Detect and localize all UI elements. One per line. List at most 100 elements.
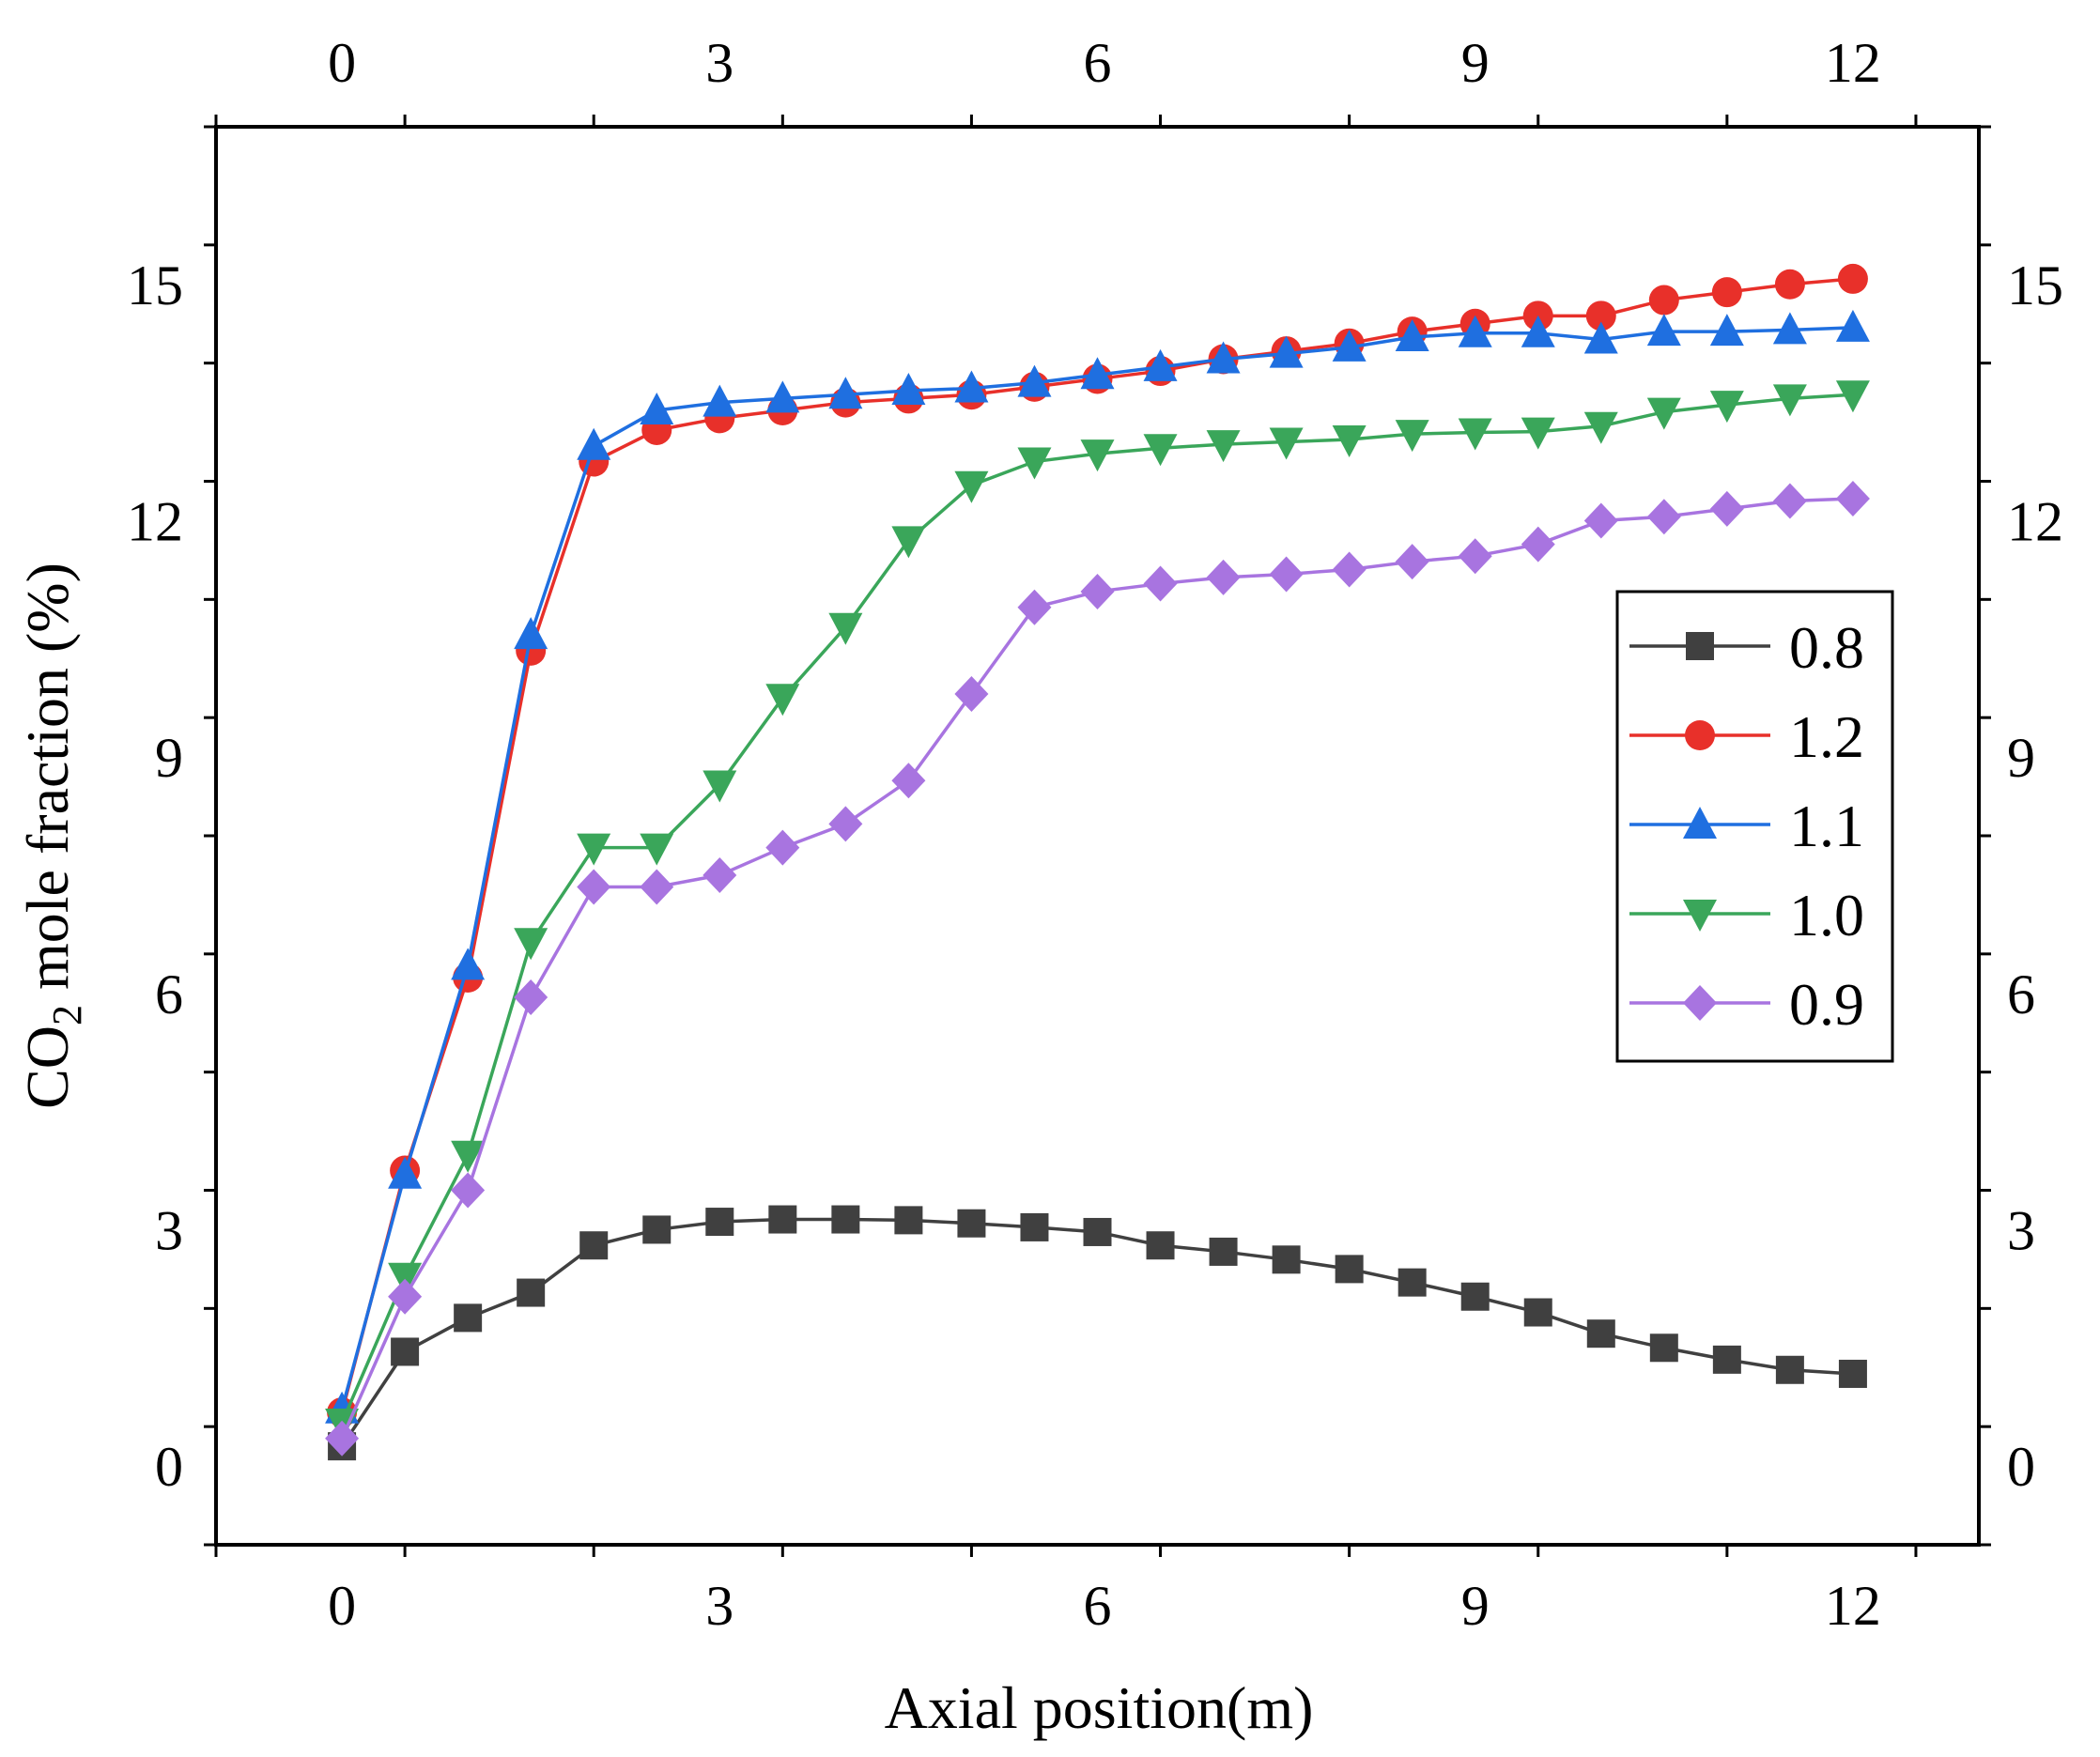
data-point-1.1 [1521,315,1555,347]
legend-label-0.8: 0.8 [1789,614,1864,681]
y-tick-label: 15 [127,254,183,316]
data-point-1.0 [1458,418,1492,451]
data-point-1.0 [1206,430,1241,463]
x-top-tick-label: 9 [1461,32,1490,94]
data-point-1.2 [1585,301,1616,331]
legend-marker-1.1 [1683,807,1717,839]
legend-marker-1.0 [1683,900,1717,932]
y-tick-label: 3 [155,1199,183,1261]
data-point-0.8 [1083,1217,1112,1246]
data-point-0.8 [454,1303,483,1333]
y-right-tick-label: 6 [2007,963,2035,1025]
legend-item-0.8: 0.8 [1629,614,1864,681]
data-point-1.0 [1332,425,1367,458]
data-point-1.0 [1017,447,1052,480]
legend-item-1.1: 1.1 [1629,793,1864,859]
legend-label-1.0: 1.0 [1789,882,1864,948]
data-point-1.0 [1772,384,1807,417]
data-point-1.1 [1080,357,1115,390]
data-point-0.8 [1397,1268,1427,1297]
series-1.1 [325,309,1870,1424]
y-right-tick-label: 3 [2007,1199,2035,1261]
y-axis-title: CO2 mole fraction (%) [14,563,90,1109]
y-right-tick-label: 12 [2007,490,2063,552]
data-point-0.8 [1209,1237,1238,1266]
data-point-1.1 [1646,314,1681,347]
y-axis-title-main: CO [14,1025,81,1109]
data-point-1.1 [891,373,926,406]
data-point-0.8 [391,1337,420,1366]
data-point-1.1 [514,617,548,650]
data-point-1.0 [954,470,989,503]
data-point-1.0 [1709,391,1744,424]
data-point-1.1 [1332,329,1367,362]
data-point-1.0 [891,526,926,559]
data-point-1.0 [1521,417,1555,450]
data-point-1.1 [1395,318,1429,351]
data-point-1.0 [640,833,674,866]
data-point-0.9 [891,763,926,799]
data-series [325,263,1870,1461]
data-point-0.8 [1335,1255,1364,1284]
x-top-tick-label: 12 [1825,32,1881,94]
y-right-tick-label: 0 [2007,1436,2035,1498]
data-point-0.9 [1143,565,1178,602]
data-point-1.1 [1269,335,1304,368]
data-point-0.9 [703,856,737,893]
data-point-0.8 [1838,1359,1867,1388]
data-point-1.1 [703,384,737,417]
data-point-0.9 [1835,480,1870,516]
data-point-0.9 [1206,559,1241,595]
data-point-1.1 [1772,312,1807,345]
data-point-0.8 [517,1278,546,1307]
data-point-1.1 [1206,341,1241,374]
y-axis-title-rest: mole fraction (%) [14,563,81,1005]
y-right-tick-label: 9 [2007,727,2035,789]
data-point-0.9 [451,1172,486,1209]
data-point-0.9 [954,676,989,712]
legend-marker-1.2 [1685,720,1715,750]
data-point-1.1 [1143,348,1178,381]
series-line-0.8 [340,1217,1854,1448]
data-point-0.8 [957,1209,986,1238]
y-tick-label: 12 [127,490,183,552]
x-top-tick-label: 3 [705,32,733,94]
data-point-0.8 [1649,1333,1678,1363]
data-point-1.0 [577,833,611,866]
data-point-1.0 [765,684,800,717]
data-point-1.1 [1017,364,1052,397]
data-point-0.9 [1395,544,1429,580]
y-axis-title-group: CO2 mole fraction (%) [14,563,90,1109]
legend-marker-0.8 [1686,632,1714,660]
legend-label-0.9: 0.9 [1789,971,1864,1038]
x-tick-label: 9 [1461,1575,1490,1637]
data-point-0.8 [1586,1319,1615,1349]
y-right-tick-label: 15 [2007,254,2063,316]
data-point-0.8 [705,1208,734,1237]
data-point-1.1 [388,1156,423,1189]
legend: 0.8 1.2 1.1 1.0 0.9 [1615,590,1894,1063]
legend-item-0.9: 0.9 [1629,971,1864,1038]
x-top-tick-label: 6 [1084,32,1112,94]
data-point-0.9 [577,869,611,905]
data-point-1.0 [451,1140,486,1173]
data-point-0.9 [514,979,548,1015]
data-point-0.9 [1583,502,1618,539]
data-point-0.9 [1332,551,1367,588]
data-point-0.8 [894,1206,923,1235]
legend-marker-0.9 [1683,985,1717,1021]
data-point-0.8 [768,1205,797,1234]
data-point-0.9 [1458,538,1492,575]
legend-item-1.2: 1.2 [1629,703,1864,770]
data-point-1.1 [1583,321,1618,354]
data-point-0.8 [1775,1355,1804,1384]
data-point-1.0 [703,770,737,803]
data-point-1.1 [451,948,486,980]
data-point-1.0 [828,612,863,645]
data-point-1.0 [1835,380,1870,413]
data-point-0.9 [1521,526,1555,563]
data-point-1.0 [1395,420,1429,453]
data-point-1.2 [1837,263,1868,294]
data-point-1.1 [765,380,800,413]
